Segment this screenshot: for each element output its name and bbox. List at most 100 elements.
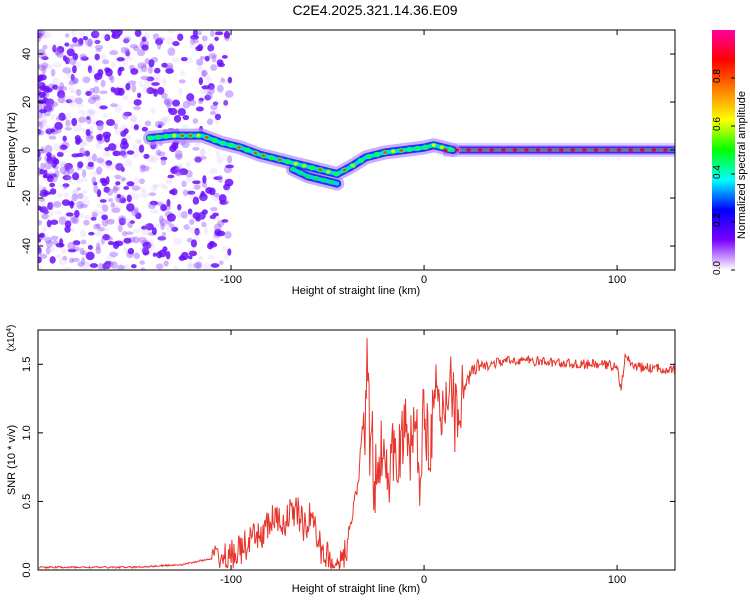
noise-blob — [224, 231, 232, 239]
ridge-peak-core — [399, 149, 404, 152]
noise-blob — [110, 202, 116, 208]
noise-blob — [140, 267, 146, 270]
branch-peak — [297, 170, 304, 176]
noise-blob — [139, 178, 145, 185]
noise-blob — [66, 166, 75, 174]
noise-blob — [67, 169, 75, 174]
noise-blob — [42, 97, 49, 104]
noise-blob — [150, 107, 156, 115]
noise-blob — [38, 30, 46, 37]
noise-blob — [46, 155, 53, 164]
noise-blob — [62, 55, 67, 62]
noise-blob — [73, 124, 83, 132]
noise-blob — [173, 237, 182, 245]
ridge-peak — [284, 159, 292, 165]
noise-blob — [45, 98, 55, 107]
noise-blob — [165, 223, 175, 233]
noise-blob — [42, 174, 48, 179]
noise-blob — [96, 203, 106, 209]
ridge-peak — [373, 151, 381, 158]
noise-blob — [59, 166, 67, 175]
noise-blob — [157, 41, 162, 50]
noise-blob — [192, 180, 201, 185]
noise-blob — [130, 115, 137, 123]
noise-blob — [121, 137, 128, 146]
noise-blob — [210, 110, 216, 116]
noise-blob — [133, 207, 139, 215]
noise-blob — [192, 39, 199, 44]
noise-blob — [201, 69, 208, 77]
steady-peak — [512, 148, 517, 152]
ridge-peak — [146, 135, 154, 141]
noise-blob — [139, 164, 146, 173]
noise-blob — [65, 33, 70, 38]
noise-blob — [44, 144, 53, 154]
noise-blob — [206, 118, 214, 126]
noise-blob — [72, 52, 79, 61]
noise-blob — [107, 236, 114, 241]
snr-panel: -100 0 100 0.0 0.5 1.0 1.5 Height of straight… — [6, 325, 676, 595]
noise-blob — [124, 36, 131, 43]
noise-blob — [204, 55, 210, 62]
noise-blob — [38, 256, 42, 264]
noise-blob — [215, 150, 220, 157]
noise-blob — [68, 79, 76, 86]
noise-blob — [125, 231, 134, 236]
noise-blob — [142, 165, 150, 172]
noise-blob — [205, 187, 213, 194]
noise-blob — [44, 237, 53, 244]
noise-blob — [117, 87, 125, 96]
noise-blob — [41, 62, 49, 69]
noise-blob — [83, 219, 90, 226]
noise-blob — [142, 83, 150, 89]
noise-blob — [202, 262, 212, 270]
colorbar-tick-label: 0.0 — [712, 261, 723, 275]
noise-blob — [39, 85, 47, 91]
branch-peak — [289, 166, 296, 172]
noise-blob — [138, 144, 145, 153]
noise-blob — [67, 248, 77, 253]
noise-blob — [77, 161, 84, 169]
noise-blob — [38, 74, 44, 79]
noise-blob — [166, 198, 171, 208]
noise-blob — [107, 143, 117, 151]
noise-blob — [195, 261, 203, 270]
noise-blob — [181, 140, 190, 149]
noise-blob — [157, 86, 165, 95]
noise-blob — [143, 77, 152, 85]
noise-blob — [95, 120, 104, 127]
noise-blob — [60, 164, 66, 170]
ridge-peak-core — [342, 168, 347, 172]
noise-blob — [83, 261, 91, 267]
noise-blob — [38, 78, 41, 83]
noise-blob — [110, 30, 120, 34]
noise-blob — [145, 223, 154, 231]
noise-blob — [123, 38, 130, 44]
steady-peak — [663, 148, 668, 152]
noise-blob — [38, 149, 41, 158]
noise-blob — [81, 257, 86, 266]
noise-blob — [79, 203, 88, 209]
noise-blob — [39, 121, 44, 130]
noise-blob — [213, 192, 220, 198]
noise-blob — [55, 242, 65, 248]
noise-blob — [60, 162, 69, 167]
noise-blob — [153, 183, 160, 189]
noise-blob — [135, 212, 142, 220]
noise-blob — [74, 43, 83, 47]
noise-blob — [133, 105, 141, 111]
noise-blob — [171, 142, 179, 150]
noise-blob — [165, 115, 171, 123]
noise-blob — [150, 155, 159, 164]
noise-blob — [76, 178, 83, 184]
noise-blob — [148, 66, 153, 74]
noise-blob — [160, 158, 167, 166]
y-tick-label: -20 — [21, 190, 33, 206]
noise-blob — [222, 245, 228, 252]
noise-blob — [38, 155, 42, 161]
noise-blob — [196, 31, 202, 36]
noise-blob — [164, 98, 173, 107]
noise-blob — [83, 214, 92, 220]
noise-blob — [75, 88, 82, 96]
x-tick-label: 0 — [421, 574, 427, 586]
